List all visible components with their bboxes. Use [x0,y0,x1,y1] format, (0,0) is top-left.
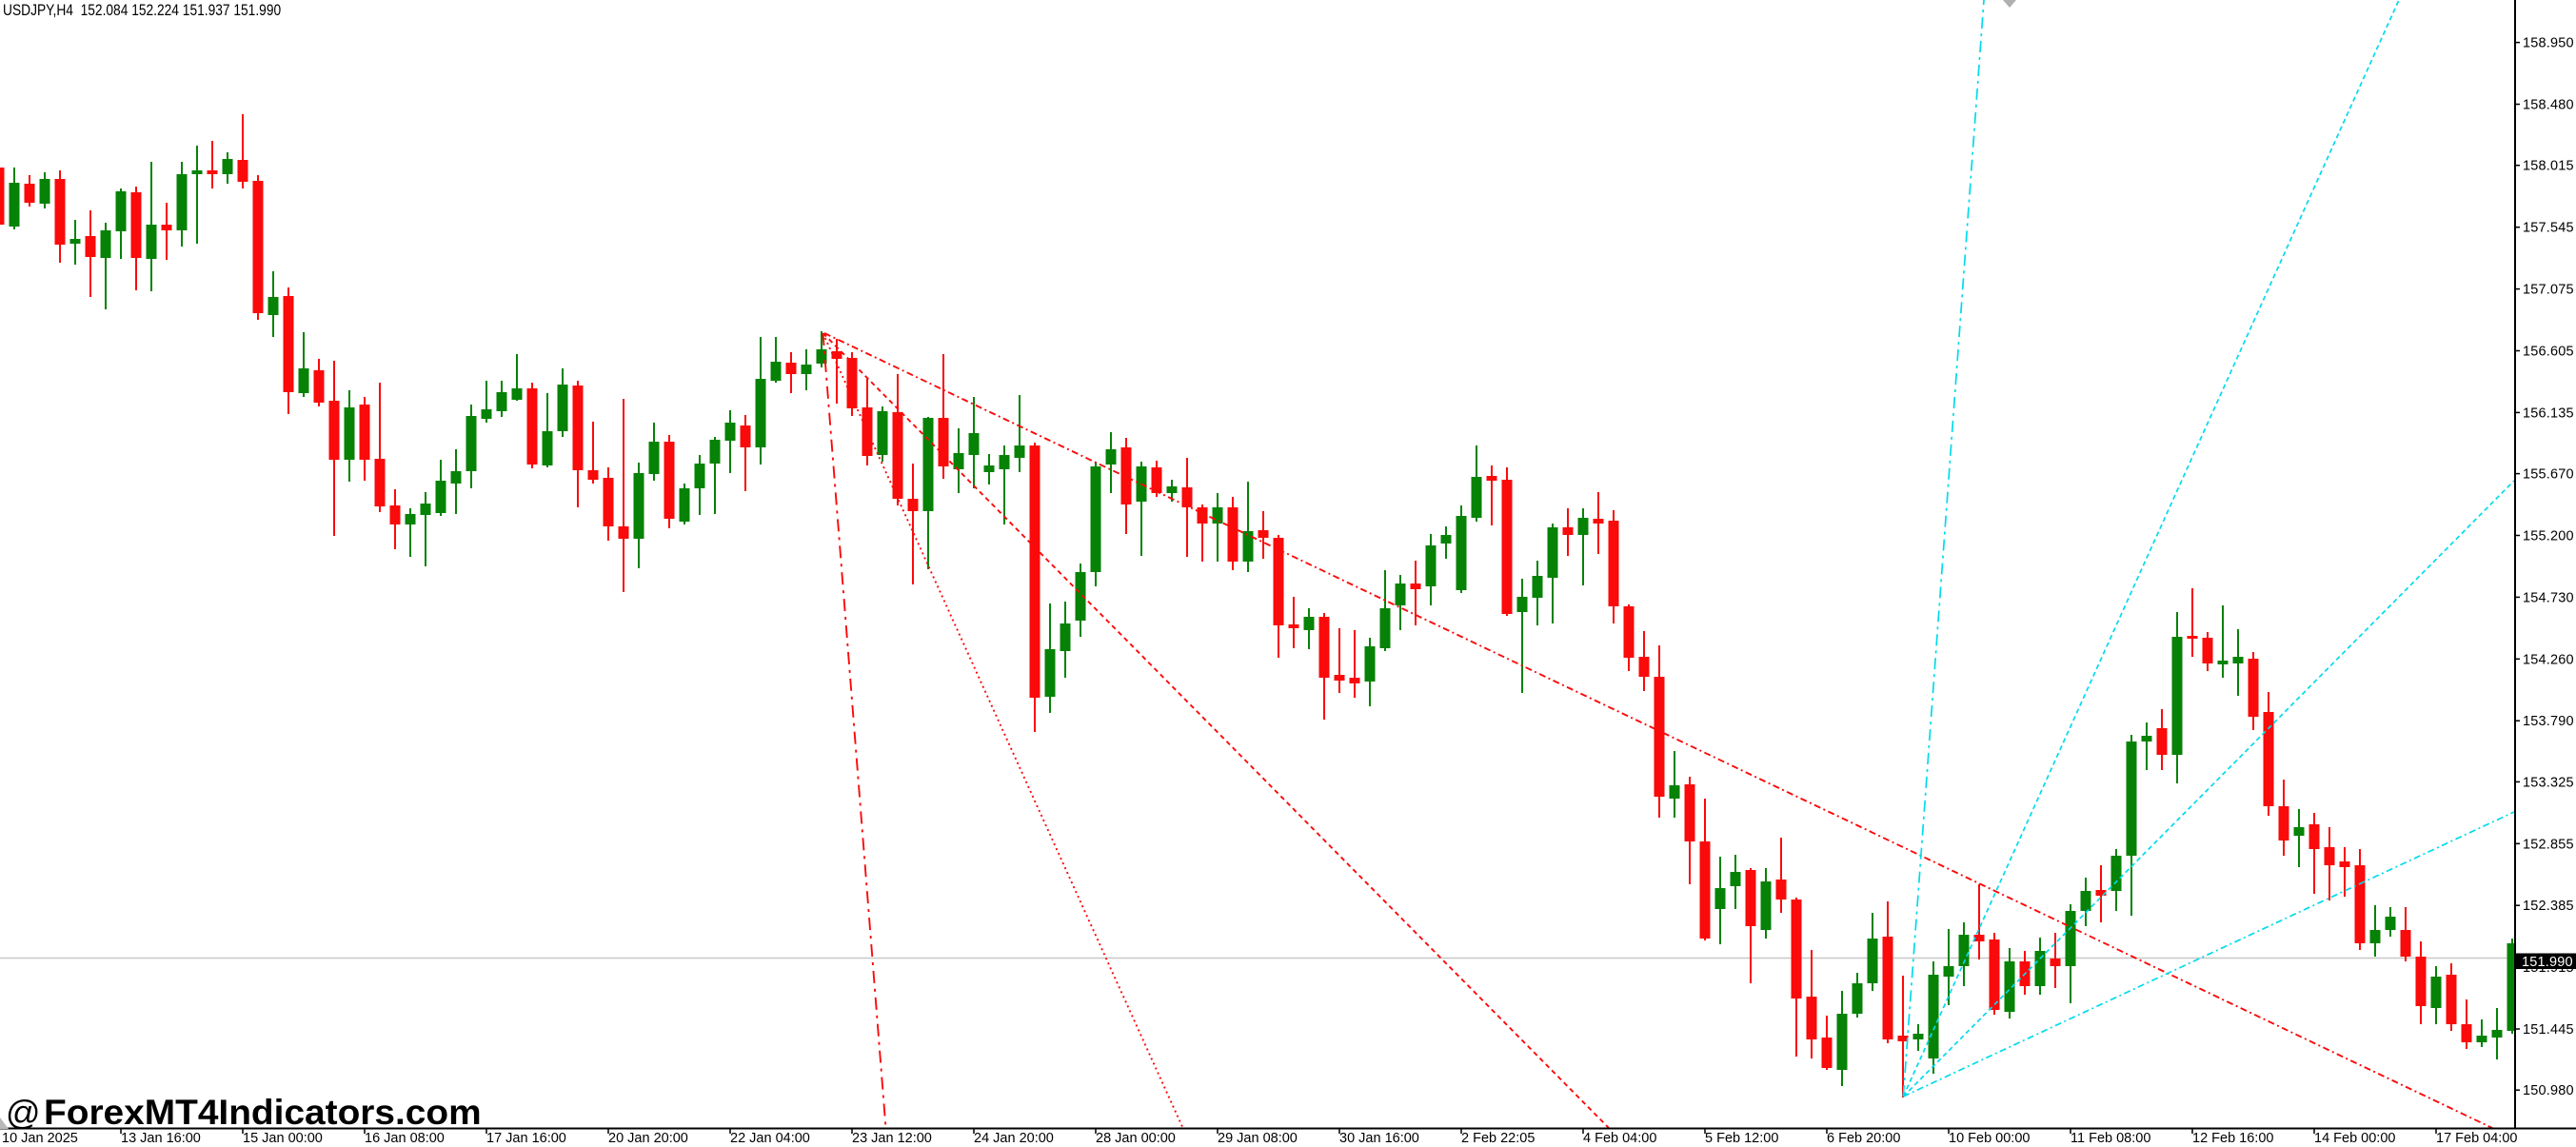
svg-text:157.545: 157.545 [2523,221,2574,236]
svg-text:17 Jan 16:00: 17 Jan 16:00 [486,1131,566,1146]
svg-text:USDJPY,H4 152.084 152.224 151: USDJPY,H4 152.084 152.224 151.937 151.99… [3,2,281,19]
svg-text:155.200: 155.200 [2523,529,2574,544]
svg-text:4 Feb 04:00: 4 Feb 04:00 [1583,1131,1656,1146]
svg-text:152.385: 152.385 [2523,899,2574,914]
svg-text:15 Jan 00:00: 15 Jan 00:00 [243,1131,323,1146]
svg-text:150.980: 150.980 [2523,1083,2574,1098]
svg-text:152.855: 152.855 [2523,837,2574,852]
svg-text:ForexMT4Indicators.com: ForexMT4Indicators.com [44,1094,482,1133]
svg-text:24 Jan 20:00: 24 Jan 20:00 [974,1131,1054,1146]
svg-text:29 Jan 08:00: 29 Jan 08:00 [1218,1131,1298,1146]
svg-text:158.015: 158.015 [2523,159,2574,174]
svg-text:153.325: 153.325 [2523,775,2574,790]
svg-text:14 Feb 00:00: 14 Feb 00:00 [2314,1131,2395,1146]
svg-text:157.075: 157.075 [2523,283,2574,298]
svg-text:10 Feb 00:00: 10 Feb 00:00 [1949,1131,2030,1146]
svg-text:156.135: 156.135 [2523,405,2574,421]
svg-text:13 Jan 16:00: 13 Jan 16:00 [121,1131,201,1146]
svg-text:158.480: 158.480 [2523,98,2574,113]
svg-text:10 Jan 2025: 10 Jan 2025 [2,1131,78,1146]
svg-text:20 Jan 20:00: 20 Jan 20:00 [608,1131,688,1146]
svg-text:16 Jan 08:00: 16 Jan 08:00 [365,1131,445,1146]
svg-text:151.990: 151.990 [2522,955,2573,970]
svg-text:12 Feb 16:00: 12 Feb 16:00 [2192,1131,2273,1146]
svg-text:5 Feb 12:00: 5 Feb 12:00 [1705,1131,1778,1146]
svg-text:154.730: 154.730 [2523,590,2574,605]
svg-text:155.670: 155.670 [2523,467,2574,483]
svg-text:158.950: 158.950 [2523,36,2574,51]
svg-text:156.605: 156.605 [2523,345,2574,360]
svg-text:2 Feb 22:05: 2 Feb 22:05 [1461,1131,1535,1146]
svg-text:17 Feb 04:00: 17 Feb 04:00 [2436,1131,2517,1146]
svg-text:23 Jan 12:00: 23 Jan 12:00 [852,1131,932,1146]
svg-text:154.260: 154.260 [2523,652,2574,667]
svg-text:153.790: 153.790 [2523,714,2574,729]
svg-text:30 Jan 16:00: 30 Jan 16:00 [1339,1131,1419,1146]
svg-text:22 Jan 04:00: 22 Jan 04:00 [730,1131,810,1146]
svg-text:@: @ [6,1093,41,1132]
svg-text:11 Feb 08:00: 11 Feb 08:00 [2071,1131,2150,1146]
svg-text:6 Feb 20:00: 6 Feb 20:00 [1827,1131,1900,1146]
svg-text:28 Jan 00:00: 28 Jan 00:00 [1096,1131,1176,1146]
svg-text:151.445: 151.445 [2523,1022,2574,1038]
